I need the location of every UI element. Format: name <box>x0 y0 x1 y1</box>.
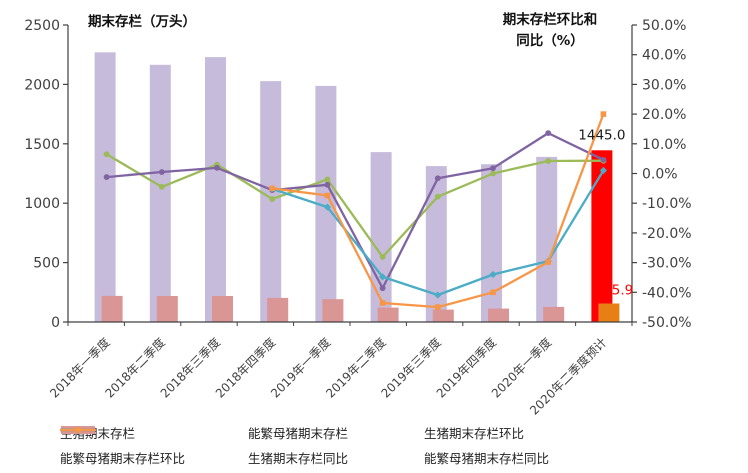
left-axis-tick-label: 2500 <box>24 18 60 34</box>
right-axis-tick-label: 50.0% <box>642 18 686 34</box>
data-point-marker <box>158 183 165 190</box>
right-axis-tick-label: -20.0% <box>642 226 692 242</box>
bar-能繁母猪期末存栏-2020年二季度预计 <box>598 303 620 322</box>
data-point-marker <box>599 166 607 175</box>
legend-label: 生猪期末存栏环比 <box>424 425 525 441</box>
data-point-marker <box>435 304 441 310</box>
left-axis-tick-label: 2000 <box>24 77 60 93</box>
data-point-marker <box>600 156 607 163</box>
legend-item-生猪期末存栏环比: 生猪期末存栏环比 <box>60 423 740 441</box>
legend-item-能繁母猪期末存栏: 能繁母猪期末存栏 <box>61 423 424 441</box>
bar-能繁母猪期末存栏-2019年三季度 <box>432 309 454 322</box>
data-point-marker <box>379 285 386 292</box>
data-point-marker <box>379 300 386 306</box>
bar-生猪期末存栏-2018年一季度 <box>94 52 116 323</box>
bar-生猪期末存栏-2018年三季度 <box>205 57 226 322</box>
data-point-marker <box>324 176 331 183</box>
legend-item-能繁母猪期末存栏同比: 能繁母猪期末存栏同比 <box>60 427 740 466</box>
legend-label: 生猪期末存栏同比 <box>248 450 349 466</box>
legend-label: 能繁母猪期末存栏同比 <box>424 450 550 466</box>
data-point-marker <box>269 196 276 202</box>
right-axis-title-line2: 同比（%） <box>516 32 584 49</box>
data-point-marker <box>490 289 496 296</box>
right-axis-tick-label: 40.0% <box>642 48 686 64</box>
left-axis-tick-label: 0 <box>51 315 60 331</box>
data-point-marker <box>545 158 552 164</box>
right-axis-tick-label: 10.0% <box>642 137 686 153</box>
right-axis-tick-label: -50.0% <box>642 315 692 331</box>
line-生猪期末存栏环比 <box>106 153 604 259</box>
bar-能繁母猪期末存栏-2020年一季度 <box>543 306 565 322</box>
left-axis-tick-label: 1000 <box>24 196 60 212</box>
data-label-pig-forecast: 1445.0 <box>578 127 625 143</box>
bar-生猪期末存栏-2019年二季度 <box>370 152 392 322</box>
line-能繁母猪期末存栏环比 <box>106 131 604 290</box>
right-axis-tick-label: -10.0% <box>642 196 692 212</box>
data-point-marker <box>434 193 441 200</box>
chart-legend: 生猪期末存栏 能繁母猪期末存栏 生猪期末存栏环比 能繁母猪期末存栏环比 生猪期末存栏同比… <box>60 423 740 466</box>
bar-能繁母猪期末存栏-2018年二季度 <box>156 296 178 322</box>
data-point-marker <box>545 130 552 137</box>
bar-能繁母猪期末存栏-2018年一季度 <box>101 295 123 322</box>
data-point-marker <box>600 111 607 117</box>
data-point-marker <box>434 175 441 182</box>
data-point-marker <box>214 164 220 171</box>
data-point-marker <box>434 291 442 299</box>
right-axis-tick-label: 0.0% <box>642 167 678 183</box>
left-axis-title: 期末存栏（万头） <box>88 14 196 30</box>
bar-能繁母猪期末存栏-2018年四季度 <box>267 297 289 322</box>
right-axis-title: 期末存栏环比和 同比（%） <box>455 10 645 52</box>
left-axis-tick-label: 500 <box>33 256 60 272</box>
legend-label: 能繁母猪期末存栏 <box>248 425 349 441</box>
data-label-sow-forecast: 155.9 <box>595 282 634 298</box>
bar-能繁母猪期末存栏-2019年一季度 <box>322 299 344 322</box>
data-point-marker <box>323 203 331 211</box>
legend-label: 能繁母猪期末存栏环比 <box>60 450 186 466</box>
data-point-marker <box>324 192 331 199</box>
left-axis-tick-label: 1500 <box>24 137 60 153</box>
data-point-marker <box>490 165 496 172</box>
bar-生猪期末存栏-2018年二季度 <box>149 64 171 323</box>
data-point-marker <box>103 174 110 180</box>
data-point-marker <box>545 259 551 265</box>
data-point-marker <box>269 185 275 192</box>
data-point-marker <box>379 273 387 281</box>
data-point-marker <box>490 170 496 177</box>
bar-生猪期末存栏-2018年四季度 <box>260 81 282 322</box>
bar-生猪期末存栏-2019年三季度 <box>425 166 447 322</box>
data-point-marker <box>324 181 331 188</box>
data-point-marker <box>158 169 165 175</box>
right-axis-tick-label: 30.0% <box>642 77 686 93</box>
right-axis-tick-label: -30.0% <box>642 256 692 272</box>
bar-生猪期末存栏-2020年二季度预计 <box>591 150 613 322</box>
right-axis-title-line1: 期末存栏环比和 <box>502 12 598 28</box>
legend-item-能繁母猪期末存栏环比: 能繁母猪期末存栏环比 <box>60 427 248 466</box>
bar-生猪期末存栏-2020年一季度 <box>536 156 558 322</box>
bar-生猪期末存栏-2019年四季度 <box>481 164 502 322</box>
bar-能繁母猪期末存栏-2018年三季度 <box>212 296 233 322</box>
legend-item-生猪期末存栏同比: 生猪期末存栏同比 <box>60 426 424 466</box>
right-axis-tick-label: 20.0% <box>642 107 686 123</box>
bar-能繁母猪期末存栏-2019年二季度 <box>377 307 399 322</box>
legend-line-swatch <box>60 427 96 433</box>
bar-生猪期末存栏-2019年一季度 <box>315 85 337 323</box>
legend-swatch-marker <box>75 427 81 433</box>
data-point-marker <box>489 270 497 279</box>
right-axis-tick-label: -40.0% <box>642 285 692 301</box>
data-point-marker <box>103 151 110 158</box>
bar-能繁母猪期末存栏-2019年四季度 <box>488 308 509 322</box>
data-point-marker <box>379 254 386 260</box>
